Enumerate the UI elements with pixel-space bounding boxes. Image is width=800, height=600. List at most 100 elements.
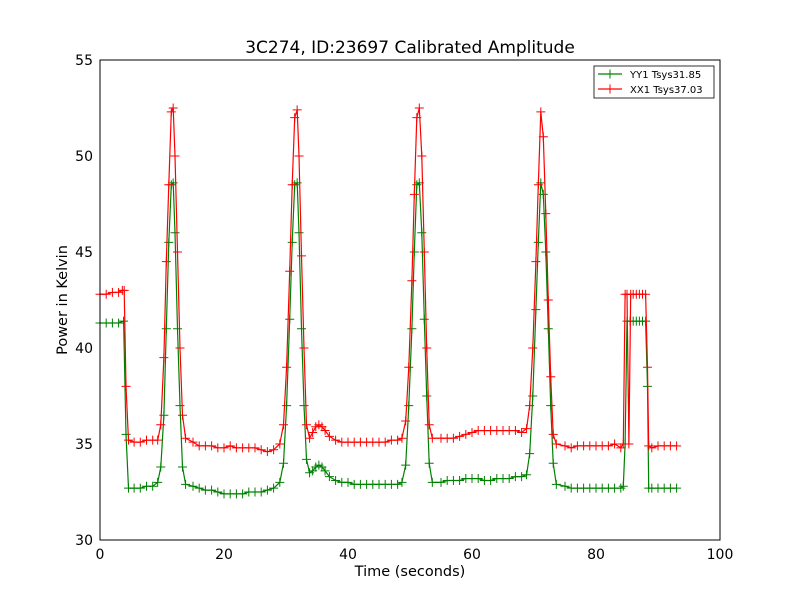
data-point-marker [510,426,520,436]
data-point-marker [422,391,432,401]
x-tick-label: 80 [587,547,605,563]
data-point-marker [287,237,297,247]
data-point-marker [164,237,174,247]
data-point-marker [566,443,576,453]
data-point-marker [262,447,272,457]
data-point-marker [188,481,198,491]
data-point-marker [135,437,145,447]
x-tick-label: 0 [96,547,105,563]
data-point-marker [409,247,419,257]
data-point-marker [616,483,626,493]
data-point-marker [213,487,223,497]
data-point-marker [114,318,124,328]
data-point-marker [412,113,422,123]
data-point-marker [256,487,266,497]
data-point-marker [275,477,285,487]
y-tick-label: 50 [75,149,93,165]
data-point-marker [135,483,145,493]
plot-frame [99,59,721,541]
data-point-marker [546,372,556,382]
data-point-marker [393,479,403,489]
data-point-marker [301,420,311,430]
data-point-marker [543,295,553,305]
data-point-marker [380,437,390,447]
data-point-marker [424,420,434,430]
data-point-marker [170,151,180,161]
data-point-marker [412,180,422,190]
data-point-marker [455,475,465,485]
data-point-marker [279,458,289,468]
data-point-marker [419,314,429,324]
data-point-marker [525,401,535,411]
data-point-marker [294,151,304,161]
data-point-marker [159,353,169,363]
data-point-marker [279,420,289,430]
data-point-marker [292,105,302,115]
data-point-marker [119,316,129,326]
data-point-marker [641,289,651,299]
data-point-marker [148,481,158,491]
data-point-marker [331,475,341,485]
x-tick-label: 20 [215,547,233,563]
data-point-marker [262,485,272,495]
data-point-marker [560,481,570,491]
data-point-marker [161,324,171,334]
data-point-marker [551,479,561,489]
data-point-marker [164,180,174,190]
data-point-marker [124,435,134,445]
y-tick-label: 30 [75,533,93,549]
data-point-marker [448,433,458,443]
y-tick-label: 35 [75,437,93,453]
data-point-marker [538,132,548,142]
data-point-marker [538,189,548,199]
data-point-marker [170,228,180,238]
data-point-marker [517,427,527,437]
data-point-marker [188,437,198,447]
data-point-marker [219,443,229,453]
data-point-marker [285,314,295,324]
data-point-marker [269,483,279,493]
data-point-marker [269,445,279,455]
data-point-marker [525,449,535,459]
legend: YY1 Tsys31.85 XX1 Tsys37.03 [593,65,715,99]
data-point-marker [404,401,414,411]
data-point-marker [294,228,304,238]
data-point-marker [548,429,558,439]
data-point-marker [486,475,496,485]
x-tick-label: 100 [707,547,734,563]
data-point-marker [156,420,166,430]
data-point-marker [401,460,411,470]
data-point-marker [467,427,477,437]
data-point-marker [299,343,309,353]
data-point-marker [543,324,553,334]
x-axis-label: Time (seconds) [354,564,466,580]
data-point-marker [114,287,124,297]
data-point-marker [393,435,403,445]
series-2 [95,103,682,457]
data-point-marker [546,401,556,411]
data-point-marker [528,343,538,353]
data-point-marker [409,189,419,199]
data-point-marker [533,237,543,247]
data-point-marker [301,454,311,464]
data-point-marker [153,435,163,445]
data-point-marker [175,401,185,411]
data-point-marker [473,474,483,484]
chart-title: 3C274, ID:23697 Calibrated Amplitude [245,38,575,58]
data-point-marker [168,103,178,113]
data-point-marker [181,479,191,489]
data-point-marker [290,113,300,123]
data-point-marker [414,103,424,113]
data-point-marker [422,343,432,353]
data-point-marker [331,435,341,445]
data-point-marker [407,324,417,334]
data-point-marker [610,439,620,449]
data-point-marker [436,477,446,487]
plot-background [100,60,720,540]
data-point-marker [177,410,187,420]
data-point-marker [647,443,657,453]
legend-label: XX1 Tsys37.03 [630,85,703,96]
data-point-marker [275,439,285,449]
data-point-marker [641,316,651,326]
